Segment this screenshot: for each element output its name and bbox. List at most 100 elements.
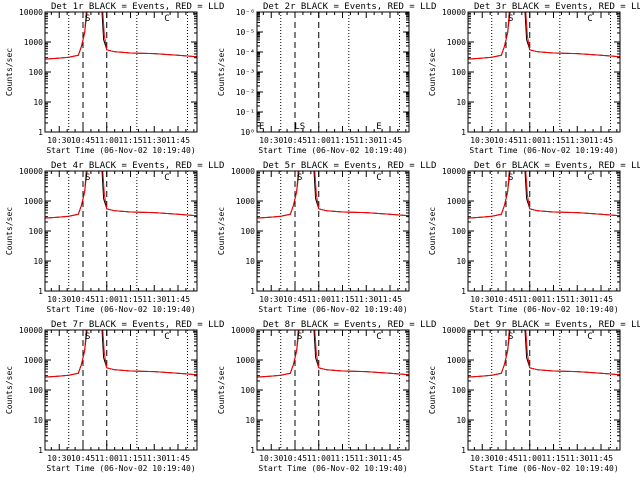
panel-det-7: Det 7r BLACK = Events, RED = LLD 1 10 100 10…	[5, 320, 224, 473]
x-tick-label: 11:00	[307, 295, 331, 304]
y-tick-label: 1	[38, 446, 43, 455]
x-tick-label: 11:30	[354, 295, 378, 304]
x-axis-label: Start Time (06-Nov-02 10:19:40)	[46, 464, 195, 473]
event-marker-label: E	[376, 122, 381, 132]
plot-frame	[467, 11, 621, 133]
event-marker-label: S	[297, 332, 302, 342]
y-tick-label: 100	[452, 386, 467, 395]
plot-frame	[467, 329, 621, 451]
panel-det-3: Det 3r BLACK = Events, RED = LLD 1 10 100 10…	[428, 2, 640, 155]
x-tick-label: 11:45	[589, 454, 613, 463]
x-tick-label: 10:45	[494, 295, 518, 304]
y-tick-label: 1	[461, 287, 466, 296]
y-tick-label: 100	[452, 68, 467, 77]
x-tick-label: 11:30	[565, 136, 589, 145]
x-tick-label: 11:00	[307, 136, 331, 145]
y-tick-label: 1000	[24, 197, 43, 206]
panel-det-9: Det 9r BLACK = Events, RED = LLD 1 10 100 10…	[428, 320, 640, 473]
event-marker-label: S	[508, 14, 513, 24]
x-tick-label: 11:45	[166, 454, 190, 463]
x-tick-label: 11:00	[518, 454, 542, 463]
event-marker-label: C	[164, 14, 169, 24]
y-tick-label: 10	[245, 416, 255, 425]
series-lld-line	[45, 171, 197, 219]
event-marker-label: S	[297, 173, 302, 183]
x-axis-label: Start Time (06-Nov-02 10:19:40)	[469, 464, 618, 473]
y-tick-label: 10	[456, 257, 466, 266]
x-tick-label: 10:45	[283, 295, 307, 304]
y-axis-label: Counts/sec	[5, 366, 14, 414]
x-tick-label: 11:15	[118, 295, 142, 304]
x-tick-label: 10:30	[259, 295, 283, 304]
panel-det-1: Det 1r BLACK = Events, RED = LLD 1 10 100 10…	[5, 2, 224, 155]
event-marker-label: C	[376, 332, 381, 342]
y-tick-label: 100	[29, 68, 44, 77]
series-lld-line	[45, 330, 197, 378]
x-axis-label: Start Time (06-Nov-02 10:19:40)	[258, 305, 407, 314]
x-tick-label: 11:30	[565, 295, 589, 304]
x-tick-label: 11:15	[118, 136, 142, 145]
y-axis-label: Counts/sec	[217, 366, 226, 414]
y-axis-label: Counts/sec	[428, 48, 437, 96]
x-tick-label: 11:30	[142, 136, 166, 145]
y-tick-label: 100	[29, 227, 44, 236]
x-tick-label: 11:00	[518, 136, 542, 145]
y-axis-label: Counts/sec	[428, 207, 437, 255]
x-tick-label: 11:45	[589, 295, 613, 304]
x-tick-label: 11:30	[142, 454, 166, 463]
y-tick-label: 100	[452, 227, 467, 236]
event-marker-label: C	[164, 332, 169, 342]
x-tick-label: 11:00	[95, 136, 119, 145]
x-tick-label: 11:30	[354, 136, 378, 145]
y-tick-label: 10⁰	[241, 128, 255, 137]
x-tick-label: 11:15	[330, 454, 354, 463]
x-axis-label: Start Time (06-Nov-02 10:19:40)	[469, 146, 618, 155]
y-tick-label: 1000	[236, 356, 255, 365]
y-tick-label: 1000	[236, 197, 255, 206]
plot-frame	[467, 170, 621, 292]
x-tick-label: 11:30	[565, 454, 589, 463]
x-tick-label: 10:45	[71, 136, 95, 145]
plot-frame	[44, 170, 198, 292]
x-tick-label: 11:15	[330, 295, 354, 304]
series-lld-line	[45, 12, 197, 60]
plot-frame	[44, 329, 198, 451]
x-tick-label: 11:15	[330, 136, 354, 145]
panel-det-4: Det 4r BLACK = Events, RED = LLD 1 10 100 10…	[5, 161, 224, 314]
panel-det-2: Det 2r BLACK = Events, RED = LLD 10⁰ 10⁻¹ 1…	[217, 2, 436, 155]
chart-title: Det 3r BLACK = Events, RED = LLD	[474, 2, 640, 12]
x-tick-label: 10:30	[470, 295, 494, 304]
event-marker-label: C	[587, 332, 592, 342]
x-tick-label: 10:45	[283, 136, 307, 145]
x-tick-label: 11:15	[541, 136, 565, 145]
x-tick-label: 11:00	[518, 295, 542, 304]
chart-title: Det 9r BLACK = Events, RED = LLD	[474, 320, 640, 330]
y-tick-label: 10	[456, 98, 466, 107]
event-marker-label: S	[85, 173, 90, 183]
x-tick-label: 11:30	[354, 454, 378, 463]
y-tick-label: 10	[33, 257, 43, 266]
y-tick-label: 10000	[19, 167, 43, 176]
x-tick-label: 10:30	[47, 295, 71, 304]
x-tick-label: 11:15	[541, 454, 565, 463]
chart-title: Det 7r BLACK = Events, RED = LLD	[51, 320, 224, 330]
y-tick-label: 100	[29, 386, 44, 395]
y-tick-label: 1	[461, 128, 466, 137]
y-tick-label: 10000	[231, 326, 255, 335]
series-lld-line	[468, 330, 620, 378]
panel-det-6: Det 6r BLACK = Events, RED = LLD 1 10 100 10…	[428, 161, 640, 314]
x-axis-label: Start Time (06-Nov-02 10:19:40)	[46, 146, 195, 155]
chart-title: Det 1r BLACK = Events, RED = LLD	[51, 2, 224, 12]
y-tick-label: 1	[250, 446, 255, 455]
y-axis-label: Counts/sec	[5, 48, 14, 96]
series-lld-line	[257, 171, 409, 219]
y-tick-label: 10000	[19, 326, 43, 335]
x-tick-label: 10:45	[71, 295, 95, 304]
y-tick-label: 1000	[447, 356, 466, 365]
y-tick-label: 1	[38, 128, 43, 137]
y-tick-label: 10000	[442, 8, 466, 17]
y-tick-label: 10	[33, 98, 43, 107]
y-tick-label: 100	[241, 386, 256, 395]
x-tick-label: 10:45	[71, 454, 95, 463]
x-tick-label: 10:45	[494, 136, 518, 145]
